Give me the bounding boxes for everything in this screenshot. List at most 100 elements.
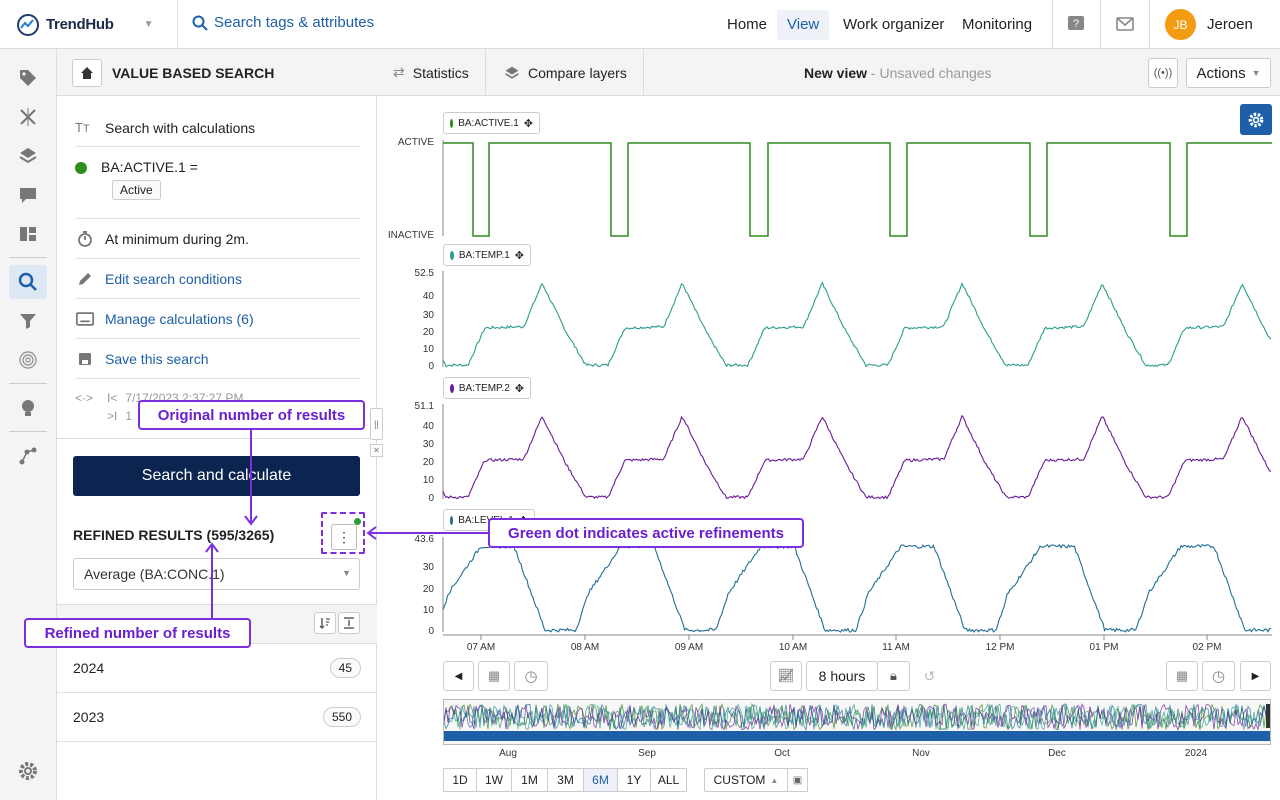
results-menu-button[interactable]: ⋮ [331, 524, 357, 550]
duration-input[interactable]: 8 hours [806, 661, 878, 691]
fingerprint-icon[interactable] [9, 343, 47, 377]
y-tick-label: 40 [422, 421, 434, 432]
statistics-button[interactable]: ⇄ Statistics [377, 49, 486, 96]
chart-scale-button[interactable]: 📈︎ [770, 661, 802, 691]
comment-icon[interactable] [9, 178, 47, 212]
dashboard-icon[interactable] [9, 217, 47, 251]
series-tag-label[interactable]: BA:TEMP.1 ✥ [443, 244, 531, 266]
edit-conditions-row[interactable]: Edit search conditions [75, 259, 360, 299]
overview-handle[interactable] [1266, 704, 1270, 728]
range-button-all[interactable]: ALL [650, 768, 687, 792]
user-name[interactable]: Jeroen [1207, 16, 1253, 33]
tools-icon[interactable] [9, 100, 47, 134]
nav-home[interactable]: Home [727, 16, 768, 33]
y-tick-label: 20 [422, 584, 434, 595]
calendar-icon: ▦ [487, 668, 501, 683]
nav-view[interactable]: View [777, 10, 830, 40]
y-tick-label: 51.1 [414, 401, 434, 412]
next-button[interactable]: ▶ [1240, 661, 1271, 691]
overview-tick-label: Oct [774, 748, 790, 759]
active-refinement-dot [354, 518, 361, 525]
overview-navigator[interactable] [443, 699, 1271, 745]
series-line-3 [442, 414, 1272, 500]
top-bar: TrendHub ▼ Search tags & attributes Home… [0, 0, 1280, 49]
panel-resize-handle[interactable]: || [370, 408, 383, 440]
tag-search[interactable]: Search tags & attributes [192, 14, 374, 31]
prev-button[interactable]: ◀ [443, 661, 474, 691]
series-color-dot [450, 250, 454, 260]
nav-work-organizer[interactable]: Work organizer [843, 16, 945, 33]
save-icon [79, 352, 91, 365]
lightbulb-icon[interactable] [9, 391, 47, 425]
collapse-icon[interactable] [338, 612, 360, 634]
aggregate-select[interactable]: Average (BA:CONC.1) ▼ [73, 558, 360, 590]
actions-dropdown[interactable]: Actions ▼ [1186, 58, 1271, 88]
range-button-6m[interactable]: 6M [583, 768, 618, 792]
search-icon[interactable] [9, 265, 47, 299]
manage-calculations-link[interactable]: Manage calculations (6) [105, 310, 254, 327]
edit-conditions-link[interactable]: Edit search conditions [105, 270, 242, 287]
y-tick-label: ACTIVE [397, 137, 434, 148]
overview-selection[interactable] [444, 731, 1270, 741]
filter-icon[interactable] [9, 304, 47, 338]
custom-range-button[interactable]: CUSTOM ▲ [704, 768, 788, 792]
tag-icon[interactable] [9, 61, 47, 95]
custom-range-calendar-icon[interactable]: ▣ [787, 768, 808, 792]
avatar[interactable]: JB [1165, 9, 1196, 40]
aggregate-value: Average (BA:CONC.1) [84, 566, 225, 582]
sort-icon[interactable] [314, 612, 336, 634]
series-tag-label[interactable]: BA:TEMP.2 ✥ [443, 377, 531, 399]
compare-layers-button[interactable]: Compare layers [488, 49, 644, 96]
series-tag-label[interactable]: BA:ACTIVE.1 ✥ [443, 112, 540, 134]
history-button[interactable]: ↺ [914, 661, 945, 691]
mail-icon[interactable] [1115, 15, 1135, 33]
search-and-calculate-button[interactable]: Search and calculate [73, 456, 360, 496]
condition-tag: BA:ACTIVE.1 = [101, 159, 198, 175]
close-icon[interactable]: ✕ [370, 444, 383, 457]
layers-icon[interactable] [9, 139, 47, 173]
live-mode-button[interactable]: ((•)) [1148, 58, 1178, 88]
move-icon[interactable]: ✥ [523, 117, 533, 130]
move-icon[interactable]: ✥ [514, 249, 524, 262]
keyboard-icon [75, 311, 95, 326]
range-button-3m[interactable]: 3M [547, 768, 584, 792]
list-item[interactable]: 2023 550 [57, 693, 377, 742]
search-type-label: Search with calculations [105, 119, 256, 136]
settings-gear-icon[interactable] [9, 754, 47, 788]
series-name: BA:LEVEL.1 [458, 514, 514, 526]
search-input[interactable]: Search tags & attributes [214, 14, 375, 31]
condition-row[interactable]: BA:ACTIVE.1 = [75, 147, 360, 219]
divider [9, 257, 47, 258]
divider [1149, 0, 1150, 49]
range-button-1d[interactable]: 1D [443, 768, 477, 792]
help-icon[interactable]: ? [1066, 14, 1086, 34]
y-tick-label: 30 [422, 310, 434, 321]
save-search-row[interactable]: Save this search [75, 339, 360, 379]
range-button-1y[interactable]: 1Y [617, 768, 651, 792]
home-icon [81, 67, 93, 79]
x-tick-label: 01 PM [1090, 642, 1119, 653]
range-button-1w[interactable]: 1W [476, 768, 512, 792]
group-count-badge: 45 [329, 658, 361, 678]
chevron-down-icon[interactable]: ▼ [143, 19, 154, 30]
manage-calculations-row[interactable]: Manage calculations (6) [75, 299, 360, 339]
clock-start-button[interactable]: ◷ [514, 661, 548, 691]
search-type-row: TT Search with calculations [75, 109, 360, 147]
clock-end-button[interactable]: ◷ [1202, 661, 1235, 691]
home-button[interactable] [72, 59, 102, 87]
list-item[interactable]: 2024 45 [57, 644, 377, 693]
range-button-1m[interactable]: 1M [511, 768, 548, 792]
graph-nodes-icon[interactable] [9, 439, 47, 473]
save-search-link[interactable]: Save this search [105, 350, 209, 367]
overview-series-line [443, 702, 1271, 731]
lock-button[interactable]: 🔒︎ [877, 661, 910, 691]
layers-icon [505, 66, 519, 79]
nav-monitoring[interactable]: Monitoring [962, 16, 1033, 33]
app-logo[interactable]: TrendHub ▼ [0, 0, 178, 49]
chart-settings-button[interactable] [1240, 104, 1272, 135]
calendar-end-button[interactable]: ▦ [1166, 661, 1198, 691]
calendar-start-button[interactable]: ▦ [478, 661, 510, 691]
move-icon[interactable]: ✥ [514, 382, 524, 395]
search-icon [192, 15, 208, 31]
